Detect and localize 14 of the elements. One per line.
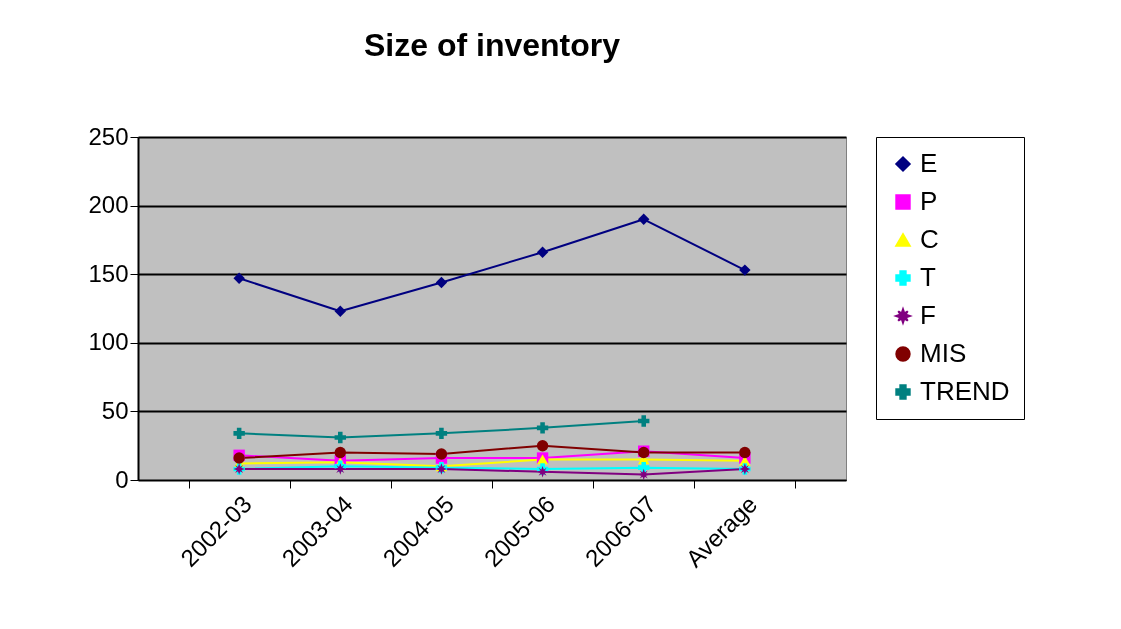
legend-label: E	[920, 148, 938, 178]
y-tick-label: 100	[88, 328, 129, 356]
legend-label: F	[920, 300, 936, 330]
y-tick-label: 200	[88, 191, 129, 219]
chart-title: Size of inventory	[363, 27, 621, 63]
legend-label: C	[920, 224, 939, 254]
legend-label: TREND	[920, 376, 1010, 406]
y-tick-label: 50	[101, 396, 129, 424]
legend-label: T	[920, 262, 936, 292]
y-tick-label: 150	[88, 259, 129, 287]
y-tick-label: 0	[115, 465, 129, 493]
legend-label: P	[920, 186, 938, 216]
y-tick-label: 250	[88, 122, 129, 150]
legend-label: MIS	[920, 338, 967, 368]
